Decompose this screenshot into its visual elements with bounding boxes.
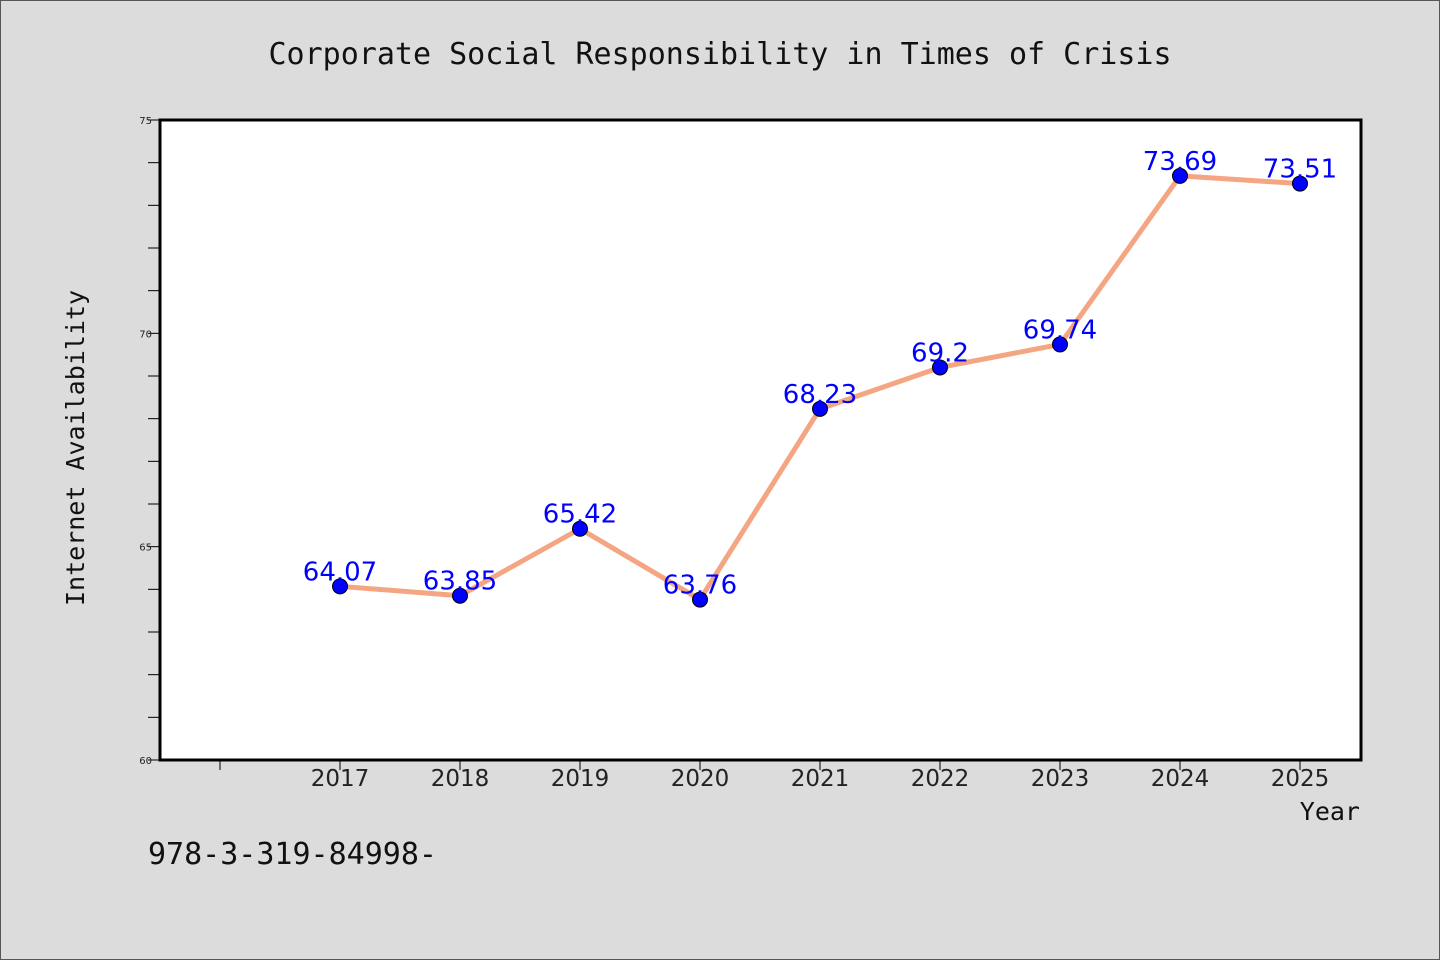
x-tick-label: 2025: [1271, 766, 1330, 792]
x-tick-label: 2018: [431, 766, 490, 792]
data-label: 63.76: [663, 571, 737, 601]
data-point: [332, 578, 348, 595]
x-tick-label: 2023: [1031, 766, 1090, 792]
data-label: 65.42: [543, 500, 617, 530]
plot-area: [158, 118, 1363, 762]
y-axis-label: Internet Availability: [61, 290, 90, 606]
data-label: 69.74: [1023, 315, 1097, 345]
y-axis-ticks: 60 65 70 75: [139, 116, 160, 767]
data-label: 73.69: [1143, 147, 1217, 177]
y-tick-label: 60: [139, 756, 152, 767]
series-layer: 64.07 63.85 65.42 63.76 68.23 69.2 69.74 73.69 7…: [303, 147, 1337, 608]
x-tick-label: 2019: [551, 766, 610, 792]
x-axis-label: Year: [1300, 797, 1360, 826]
data-label: 64.07: [303, 557, 377, 587]
y-tick-label: 70: [139, 329, 152, 340]
data-point: [692, 591, 708, 608]
data-label: 63.85: [423, 567, 497, 597]
data-point: [1292, 175, 1308, 192]
x-tick-label: 2020: [671, 766, 730, 792]
data-label: 68.23: [783, 380, 857, 410]
x-tick-label: 2024: [1151, 766, 1210, 792]
x-axis-ticks: 2017 2018 2019 2020 2021 2022 2023 2024 2025: [219, 760, 1330, 792]
x-tick-label: 2017: [311, 766, 370, 792]
data-point: [1172, 167, 1188, 184]
y-tick-label: 75: [139, 116, 152, 127]
y-tick-label: 65: [139, 543, 152, 554]
data-label: 69.2: [911, 338, 969, 368]
chart-title: Corporate Social Responsibility in Times…: [268, 37, 1171, 72]
data-point: [1052, 336, 1068, 353]
x-tick-label: 2022: [911, 766, 970, 792]
data-point: [452, 587, 468, 604]
data-label: 73.51: [1263, 155, 1337, 185]
x-tick-label: 2021: [791, 766, 850, 792]
data-point: [572, 520, 588, 537]
data-point: [812, 400, 828, 417]
data-point: [932, 359, 948, 376]
footer-text: 978-3-319-84998-: [148, 837, 437, 872]
